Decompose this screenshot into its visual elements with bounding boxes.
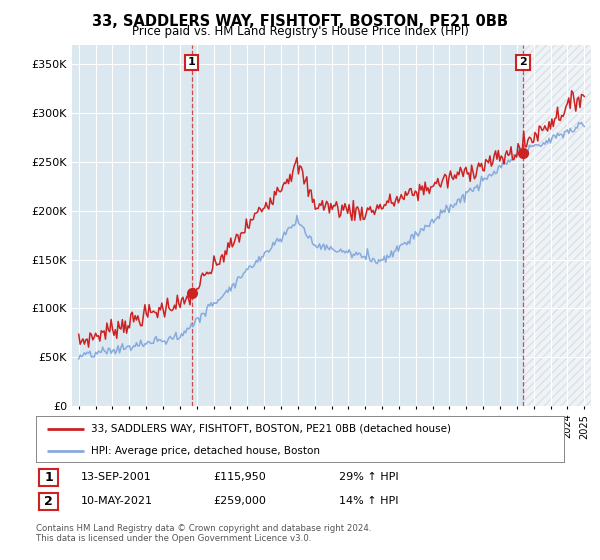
Text: £259,000: £259,000 <box>213 496 266 506</box>
Text: 33, SADDLERS WAY, FISHTOFT, BOSTON, PE21 0BB: 33, SADDLERS WAY, FISHTOFT, BOSTON, PE21… <box>92 14 508 29</box>
Text: 13-SEP-2001: 13-SEP-2001 <box>81 472 152 482</box>
Text: 2: 2 <box>519 57 527 67</box>
Bar <box>523 45 591 406</box>
Text: 10-MAY-2021: 10-MAY-2021 <box>81 496 153 506</box>
Text: Contains HM Land Registry data © Crown copyright and database right 2024.
This d: Contains HM Land Registry data © Crown c… <box>36 524 371 543</box>
Text: 29% ↑ HPI: 29% ↑ HPI <box>339 472 398 482</box>
Text: 1: 1 <box>188 57 196 67</box>
Text: HPI: Average price, detached house, Boston: HPI: Average price, detached house, Bost… <box>91 446 320 456</box>
Text: £115,950: £115,950 <box>213 472 266 482</box>
Text: 14% ↑ HPI: 14% ↑ HPI <box>339 496 398 506</box>
Text: Price paid vs. HM Land Registry's House Price Index (HPI): Price paid vs. HM Land Registry's House … <box>131 25 469 38</box>
Text: 2: 2 <box>44 494 53 508</box>
Text: 33, SADDLERS WAY, FISHTOFT, BOSTON, PE21 0BB (detached house): 33, SADDLERS WAY, FISHTOFT, BOSTON, PE21… <box>91 424 451 434</box>
Text: 1: 1 <box>44 470 53 484</box>
